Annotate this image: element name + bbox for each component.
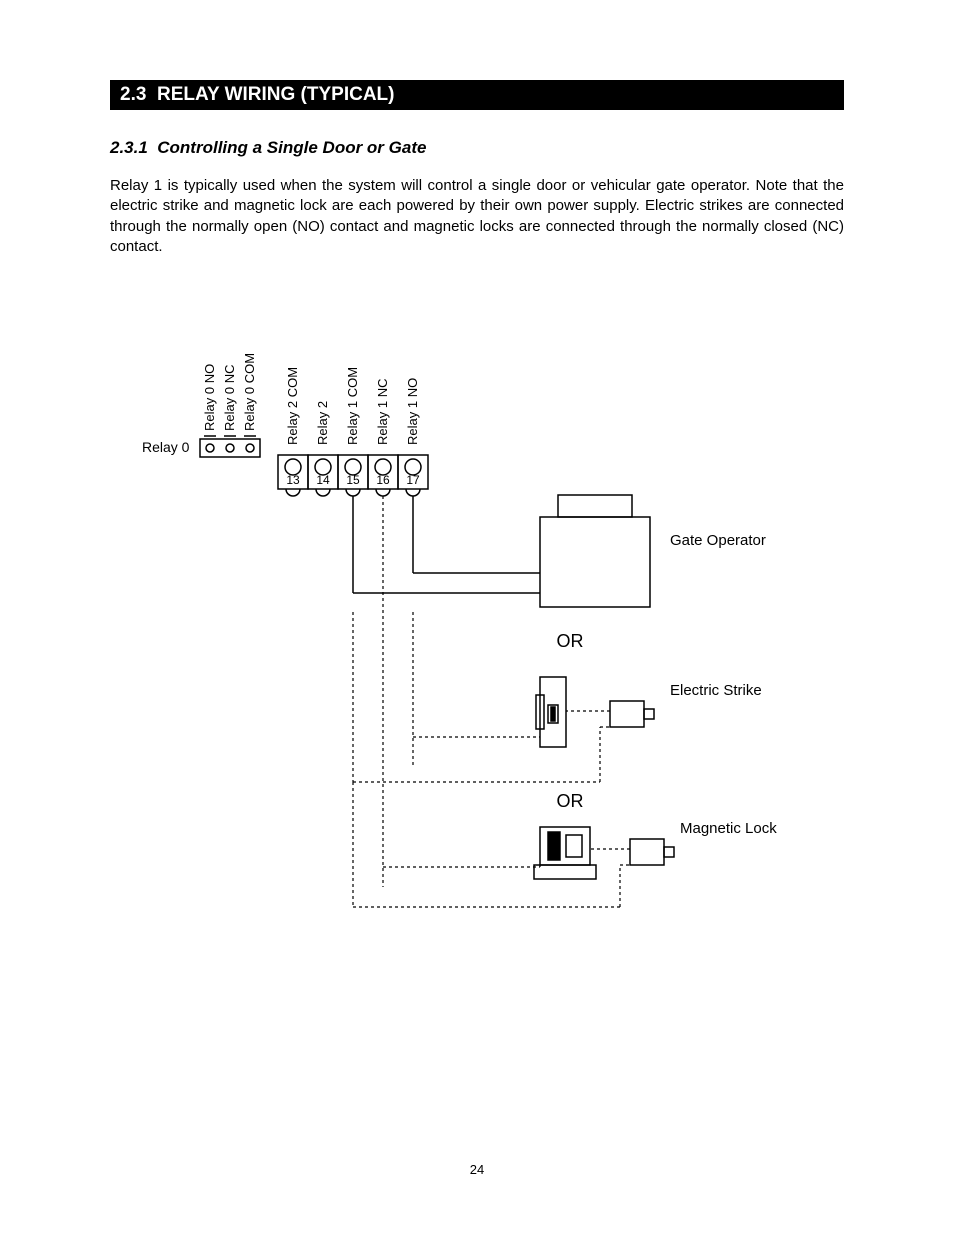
page: 2.3 RELAY WIRING (TYPICAL) 2.3.1 Control… [0,0,954,1217]
subsection-title: Controlling a Single Door or Gate [157,138,426,157]
svg-text:Relay 2: Relay 2 [315,401,330,445]
svg-text:Magnetic Lock: Magnetic Lock [680,820,777,837]
svg-text:14: 14 [316,473,330,487]
svg-text:OR: OR [557,631,584,651]
section-number: 2.3 [120,84,146,105]
section-title: RELAY WIRING (TYPICAL) [157,84,395,105]
subsection-header: 2.3.1 Controlling a Single Door or Gate [110,138,844,158]
svg-text:OR: OR [557,791,584,811]
page-number: 24 [110,1162,844,1177]
svg-text:Relay 0 COM: Relay 0 COM [242,353,257,431]
svg-text:15: 15 [346,473,360,487]
svg-text:16: 16 [376,473,390,487]
svg-text:Relay 1 NC: Relay 1 NC [375,379,390,445]
svg-text:Relay 0 NO: Relay 0 NO [202,364,217,431]
svg-text:13: 13 [286,473,300,487]
diagram-svg: Relay 0 Relay 0 NO Relay 0 NC Relay 0 COM 13… [110,327,850,937]
svg-text:Electric Strike: Electric Strike [670,682,762,699]
svg-text:Relay 1 NO: Relay 1 NO [405,378,420,445]
svg-text:Relay 2 COM: Relay 2 COM [285,367,300,445]
svg-text:Relay 0 NC: Relay 0 NC [222,365,237,431]
svg-text:Relay 1 COM: Relay 1 COM [345,367,360,445]
section-header: 2.3 RELAY WIRING (TYPICAL) [110,80,844,110]
body-paragraph: Relay 1 is typically used when the syste… [110,176,844,257]
svg-text:Gate Operator: Gate Operator [670,532,766,549]
svg-text:17: 17 [406,473,420,487]
subsection-number: 2.3.1 [110,138,148,157]
wiring-diagram: Relay 0 Relay 0 NO Relay 0 NC Relay 0 COM 13… [110,327,844,942]
svg-text:Relay 0: Relay 0 [142,439,190,455]
